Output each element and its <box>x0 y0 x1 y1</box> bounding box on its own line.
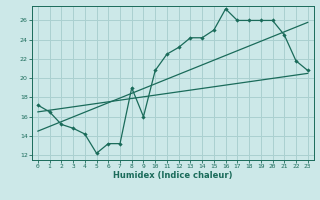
X-axis label: Humidex (Indice chaleur): Humidex (Indice chaleur) <box>113 171 233 180</box>
